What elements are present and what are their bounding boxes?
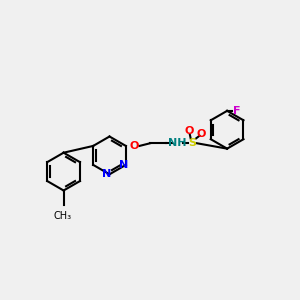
Text: O: O [184, 126, 194, 136]
Text: CH₃: CH₃ [53, 211, 71, 221]
Text: N: N [118, 160, 128, 170]
Text: S: S [188, 138, 196, 148]
Text: F: F [232, 106, 240, 116]
Text: O: O [129, 141, 139, 151]
Text: N: N [102, 169, 111, 179]
Text: O: O [197, 129, 206, 139]
Text: NH: NH [168, 138, 186, 148]
